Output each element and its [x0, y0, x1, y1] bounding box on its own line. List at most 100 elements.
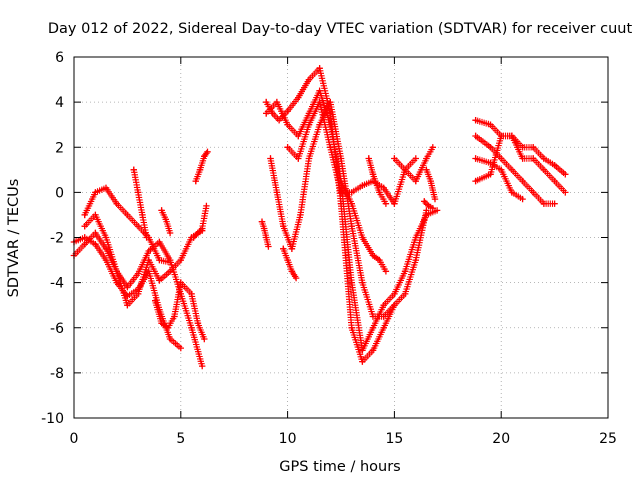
x-tick-label: 5	[176, 431, 185, 447]
y-tick-label: 4	[55, 95, 64, 111]
data-point-marker	[263, 110, 270, 117]
data-series-track-23	[472, 155, 526, 203]
data-point-marker	[427, 177, 434, 185]
data-point-marker	[81, 241, 88, 248]
data-point-marker	[348, 279, 355, 286]
data-series-track-3	[81, 211, 206, 309]
data-point-marker	[305, 155, 313, 162]
data-point-marker	[81, 234, 88, 241]
data-point-marker	[423, 155, 430, 162]
data-point-marker	[196, 166, 204, 173]
data-point-marker	[365, 155, 372, 162]
data-point-marker	[295, 94, 302, 101]
data-point-marker	[203, 202, 210, 210]
data-point-marker	[348, 200, 355, 207]
data-point-marker	[348, 189, 355, 196]
data-point-marker	[81, 223, 88, 230]
data-point-marker	[380, 302, 387, 309]
data-point-marker	[316, 121, 323, 128]
data-point-marker	[199, 225, 206, 232]
data-point-marker	[380, 313, 387, 320]
data-point-marker	[102, 184, 110, 192]
data-point-marker	[508, 189, 516, 196]
data-point-marker	[164, 324, 172, 331]
data-point-marker	[124, 302, 131, 309]
data-point-marker	[316, 98, 323, 106]
data-series-track-24	[472, 132, 569, 185]
data-point-marker	[158, 320, 165, 327]
data-point-marker	[145, 247, 152, 255]
data-point-marker	[292, 274, 300, 282]
data-point-marker	[551, 177, 558, 185]
data-point-marker	[369, 171, 377, 178]
data-point-marker	[401, 268, 409, 275]
data-point-marker	[152, 297, 159, 304]
data-point-marker	[316, 87, 323, 94]
data-point-marker	[519, 144, 526, 151]
data-point-marker	[391, 290, 398, 298]
data-point-marker	[190, 234, 197, 241]
data-point-marker	[337, 155, 345, 162]
data-point-marker	[267, 155, 274, 162]
data-point-marker	[380, 184, 387, 192]
data-point-marker	[433, 207, 441, 214]
data-point-marker	[258, 218, 266, 225]
x-axis-label: GPS time / hours	[279, 459, 400, 475]
data-point-marker	[530, 144, 537, 151]
data-point-marker	[263, 234, 270, 241]
data-point-marker	[562, 171, 569, 178]
data-point-marker	[551, 162, 558, 169]
data-point-marker	[562, 189, 569, 196]
data-point-marker	[156, 277, 163, 284]
data-point-marker	[421, 198, 428, 205]
y-tick-label: -2	[50, 231, 64, 247]
data-point-marker	[156, 256, 163, 264]
data-point-marker	[519, 195, 526, 203]
data-point-marker	[134, 189, 142, 196]
data-point-marker	[284, 256, 291, 264]
data-point-marker	[391, 155, 398, 162]
x-tick-label: 0	[70, 431, 79, 447]
data-point-marker	[369, 252, 377, 259]
data-point-marker	[201, 335, 208, 343]
data-point-marker	[472, 177, 479, 185]
data-point-marker	[113, 200, 120, 207]
data-point-marker	[401, 166, 409, 173]
data-point-marker	[194, 320, 202, 327]
data-point-marker	[359, 234, 366, 241]
data-point-marker	[263, 98, 270, 106]
data-point-marker	[530, 189, 537, 196]
data-series-track-5	[152, 279, 208, 343]
data-point-marker	[113, 268, 120, 275]
data-point-marker	[284, 121, 291, 128]
data-point-marker	[305, 76, 313, 83]
data-point-marker	[295, 132, 302, 140]
data-series-track-16	[337, 177, 390, 275]
data-layer	[70, 65, 569, 370]
data-point-marker	[204, 148, 211, 155]
data-point-marker	[280, 245, 287, 252]
data-point-marker	[305, 121, 313, 128]
data-point-marker	[425, 202, 432, 210]
data-point-marker	[369, 313, 377, 320]
data-point-marker	[376, 189, 383, 196]
y-axis-label: SDTVAR / TECUs	[6, 179, 22, 298]
y-tick-label: -4	[50, 276, 64, 292]
data-point-marker	[359, 182, 366, 189]
x-tick-label: 15	[385, 431, 403, 447]
data-point-marker	[92, 211, 99, 219]
data-point-marker	[102, 256, 110, 264]
y-tick-label: -6	[50, 321, 64, 337]
data-point-marker	[134, 290, 142, 298]
data-point-marker	[508, 166, 516, 173]
chart-title: Day 012 of 2022, Sidereal Day-to-day VTE…	[48, 21, 633, 37]
x-tick-label: 10	[279, 431, 297, 447]
data-series-track-8	[192, 148, 211, 185]
y-tick-label: -10	[41, 411, 64, 427]
data-point-marker	[369, 347, 377, 354]
data-point-marker	[188, 290, 195, 298]
data-point-marker	[369, 324, 377, 331]
data-point-marker	[297, 211, 304, 219]
data-point-marker	[429, 205, 436, 212]
